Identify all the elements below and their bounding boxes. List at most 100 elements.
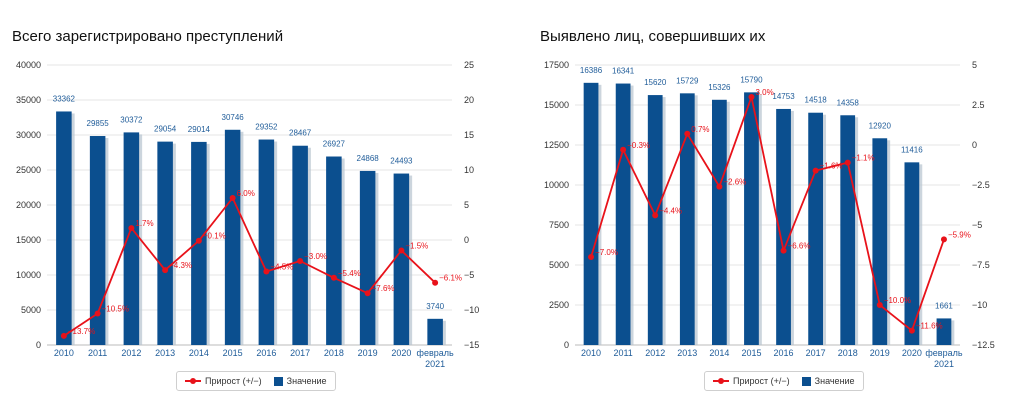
- y-left-tick-label: 5000: [21, 305, 41, 315]
- x-tick-label: 2020: [391, 348, 411, 358]
- legend-item-growth[interactable]: Прирост (+/−): [713, 376, 790, 386]
- growth-label: −13.7%: [68, 327, 95, 336]
- y-right-tick-label: 5: [464, 200, 469, 210]
- bar: [157, 141, 173, 345]
- growth-label: −4.3%: [169, 261, 192, 270]
- x-tick-label: 2018: [324, 348, 344, 358]
- bar-value-label: 15620: [644, 78, 667, 87]
- y-left-tick-label: 15000: [544, 100, 569, 110]
- y-right-tick-label: −12.5: [972, 340, 995, 350]
- growth-label: −4.5%: [270, 263, 293, 272]
- y-left-tick-label: 10000: [544, 180, 569, 190]
- y-left-tick-label: 17500: [544, 60, 569, 70]
- x-tick-label: 2011: [88, 348, 107, 358]
- y-left-tick-label: 15000: [16, 235, 41, 245]
- growth-point: [432, 279, 439, 286]
- bar-value-label: 16386: [580, 66, 603, 75]
- y-left-tick-label: 2500: [549, 300, 569, 310]
- growth-label: −7.0%: [595, 248, 618, 257]
- growth-label: −4.4%: [659, 206, 682, 215]
- y-right-tick-label: 20: [464, 95, 474, 105]
- growth-point: [780, 247, 787, 254]
- growth-point: [748, 94, 755, 100]
- growth-point: [330, 274, 337, 281]
- bar-value-label: 1661: [935, 301, 953, 310]
- y-right-tick-label: 15: [464, 130, 474, 140]
- bar: [427, 318, 443, 345]
- growth-point: [94, 310, 101, 317]
- bar: [258, 139, 275, 345]
- bar-value-label: 16341: [612, 67, 635, 76]
- y-right-tick-label: 5: [972, 60, 977, 70]
- y-left-tick-label: 7500: [549, 220, 569, 230]
- chart-crimes: 0 5000 10000 15000 20000 25000 30000 35000 40000…: [16, 60, 479, 369]
- growth-label: −0.3%: [627, 141, 650, 150]
- x-tick-label: 2016: [256, 348, 276, 358]
- bar: [872, 138, 888, 345]
- line-series-icon: [185, 378, 201, 384]
- x-tick-label: 2012: [645, 348, 665, 358]
- y-right-tick-label: −15: [464, 340, 479, 350]
- y-right-tick-label: −5: [464, 270, 474, 280]
- growth-label: 6.0%: [237, 189, 255, 198]
- growth-label: −0.1%: [203, 232, 226, 241]
- legend-item-growth[interactable]: Прирост (+/−): [185, 376, 262, 386]
- growth-label: −3.0%: [304, 252, 327, 261]
- legend-item-value[interactable]: Значение: [273, 376, 327, 386]
- bar: [840, 115, 856, 345]
- line-series-icon: [713, 378, 729, 384]
- growth-point: [263, 268, 270, 275]
- chart-persons: 0 2500 5000 7500 10000 12500 15000 17500 −12.5 −1…: [544, 60, 995, 369]
- growth-label: −5.9%: [948, 230, 971, 239]
- growth-line: [590, 96, 945, 332]
- bar-value-label: 3740: [426, 302, 444, 311]
- legend: Прирост (+/−) Значение: [176, 371, 336, 391]
- growth-label: −7.6%: [372, 284, 395, 293]
- x-tick-label: 2012: [121, 348, 141, 358]
- growth-label: 0.7%: [691, 125, 709, 134]
- growth-point: [229, 195, 236, 201]
- bar: [776, 108, 791, 346]
- bar-value-label: 29352: [255, 123, 278, 132]
- y-right-tick-label: 2.5: [972, 100, 985, 110]
- bar-value-label: 28467: [289, 129, 312, 138]
- chart-title: Выявлено лиц, совершивших их: [540, 28, 766, 45]
- x-tick-label: 2016: [774, 348, 794, 358]
- y-right-tick-label: 10: [464, 165, 474, 175]
- y-left-tick-label: 20000: [16, 200, 41, 210]
- bar: [647, 95, 663, 345]
- y-right-tick-label: −10: [464, 305, 479, 315]
- bar-value-label: 12920: [869, 121, 892, 130]
- growth-point: [60, 332, 67, 339]
- bar-value-label: 15326: [708, 83, 731, 92]
- x-tick-label-line2: 2021: [425, 359, 445, 369]
- growth-label: −6.6%: [788, 242, 811, 251]
- x-tick-label: 2019: [358, 348, 378, 358]
- x-tick-label: 2014: [189, 348, 209, 358]
- chart-panel-persons: Выявлено лиц, совершивших их 0 2500 5000 75…: [512, 0, 1023, 405]
- growth-point: [588, 254, 595, 260]
- x-tick-label: 2010: [581, 348, 601, 358]
- y-right-tick-label: −5: [972, 220, 982, 230]
- y-right-tick-label: 0: [464, 235, 469, 245]
- legend-item-value[interactable]: Значение: [801, 376, 855, 386]
- growth-point: [195, 237, 202, 244]
- bar-value-label: 26927: [323, 140, 346, 149]
- bar: [808, 112, 824, 345]
- y-left-tick-label: 0: [564, 340, 569, 350]
- bar-value-label: 29054: [154, 125, 177, 134]
- x-tick-label: 2013: [155, 348, 175, 358]
- x-tick-label: 2015: [741, 348, 761, 358]
- growth-point: [128, 225, 135, 232]
- bar-value-label: 33362: [53, 94, 76, 103]
- x-tick-label: февраль: [925, 348, 962, 358]
- legend-label-growth: Прирост (+/−): [733, 376, 790, 386]
- bar: [56, 111, 72, 345]
- x-tick-label-line2: 2021: [934, 359, 954, 369]
- growth-point: [297, 258, 304, 264]
- x-tick-label: 2019: [870, 348, 890, 358]
- bar-series-icon: [801, 376, 811, 386]
- y-left-tick-label: 40000: [16, 60, 41, 70]
- bar-value-label: 24868: [357, 154, 380, 163]
- growth-label: −5.4%: [338, 269, 361, 278]
